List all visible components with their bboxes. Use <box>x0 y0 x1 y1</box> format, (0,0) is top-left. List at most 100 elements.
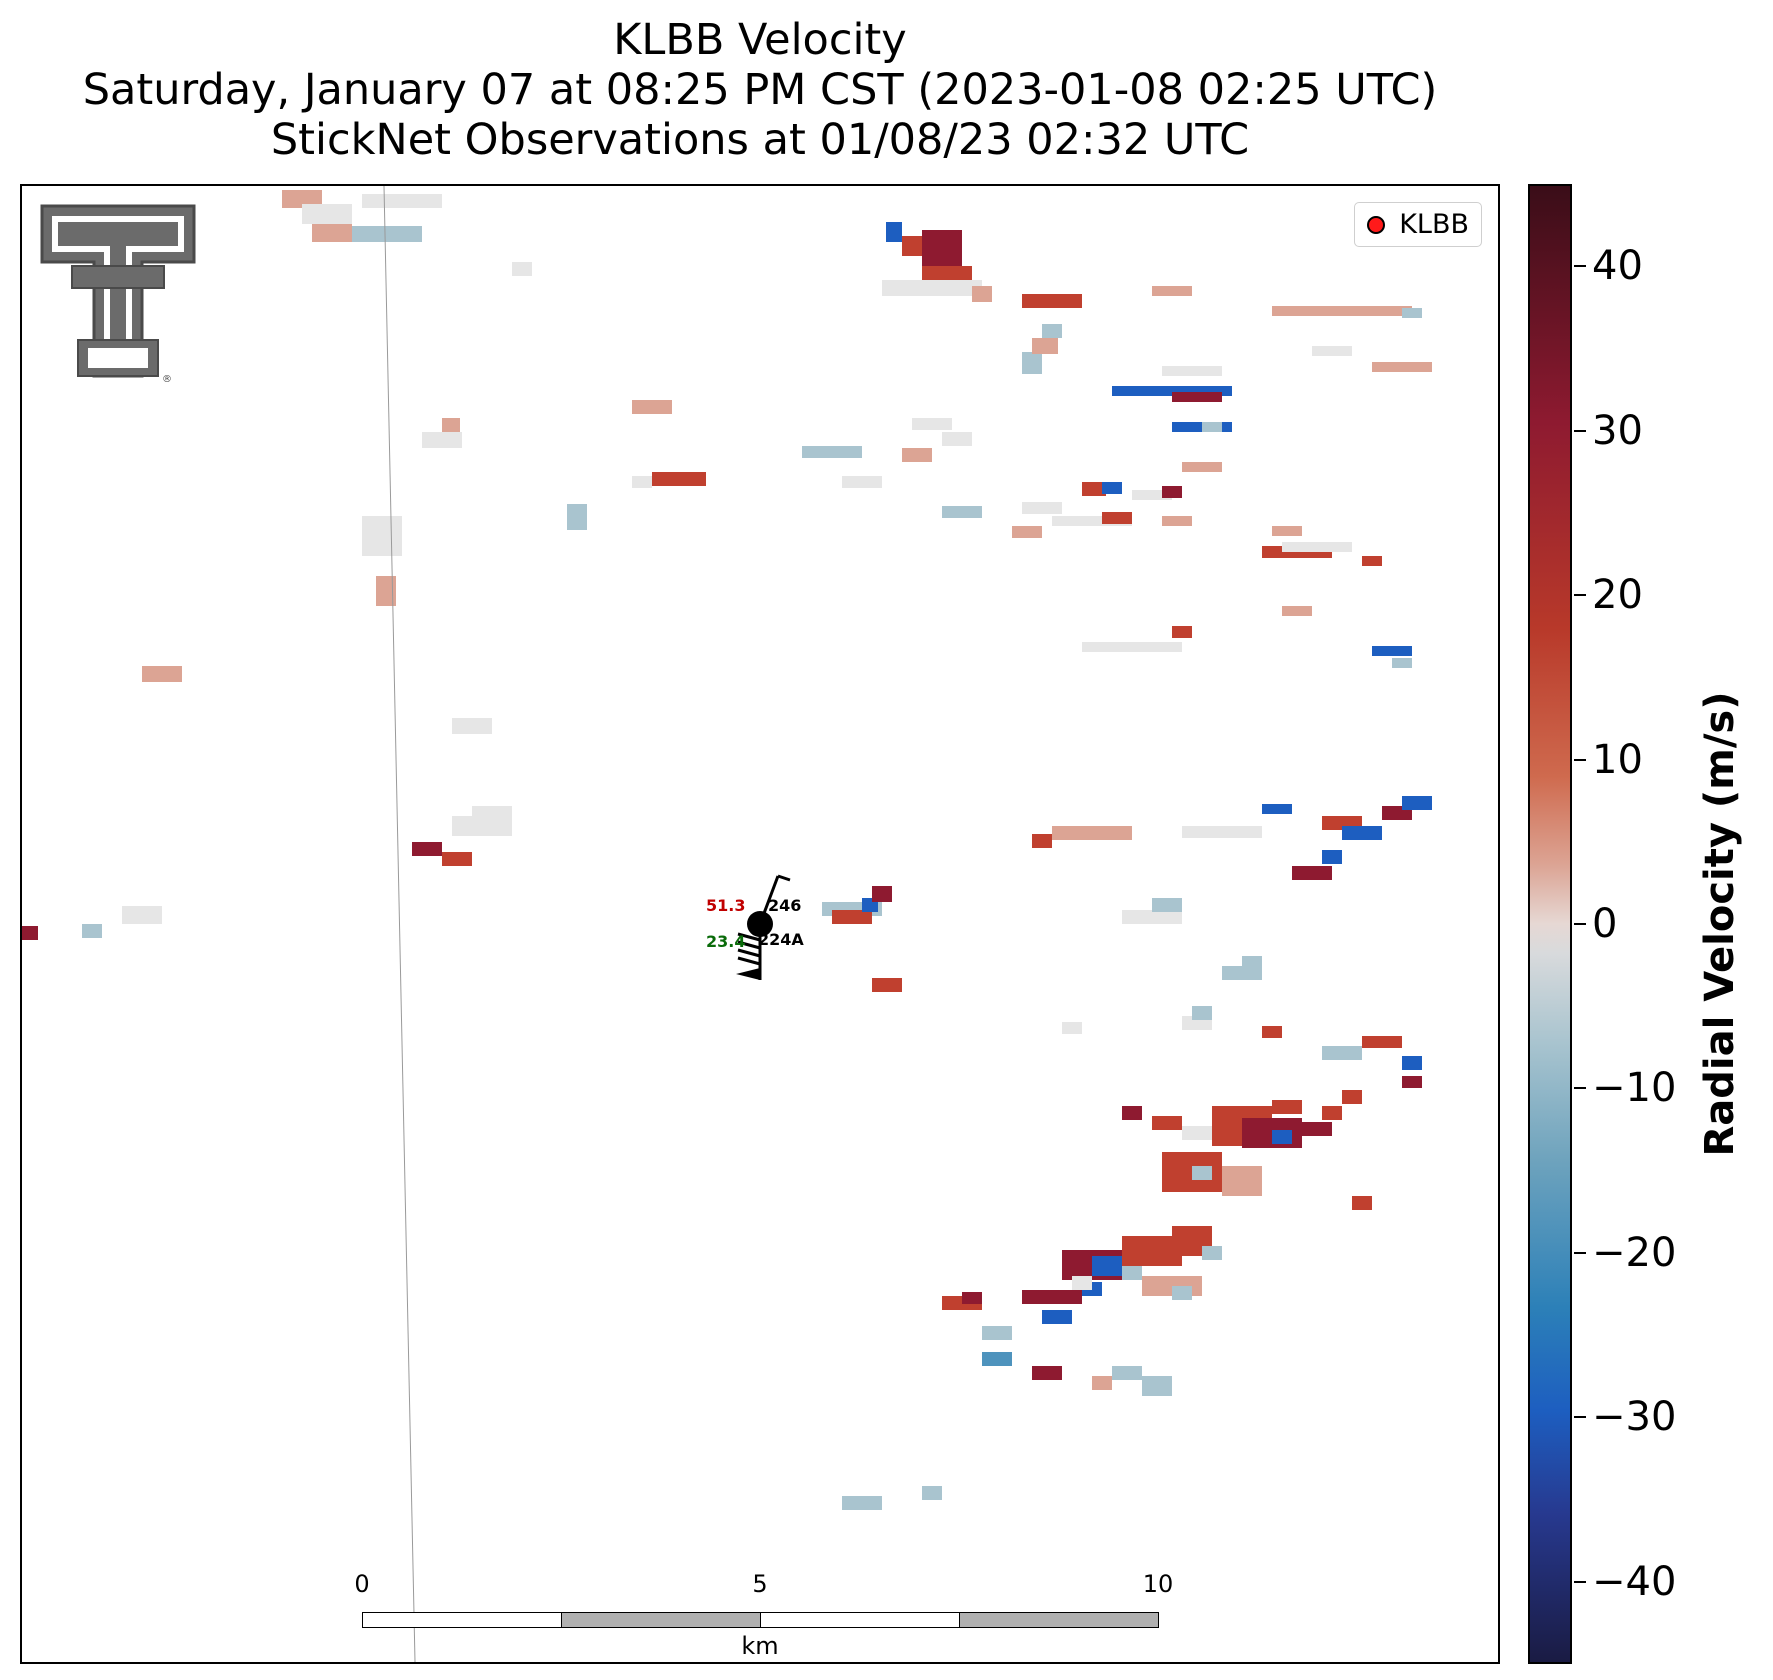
colorbar-tick-label: 0 <box>1592 901 1618 947</box>
radar-echo-cell <box>1402 1056 1422 1070</box>
radar-echo-cell <box>1102 482 1122 494</box>
station-id-2: 224A <box>758 930 804 949</box>
radar-echo-cell <box>1112 1366 1142 1380</box>
colorbar-tick-label: 30 <box>1592 407 1643 454</box>
radar-echo-cell <box>912 418 952 430</box>
radar-echo-cell <box>1322 850 1342 864</box>
radar-echo-cell <box>1142 1376 1172 1396</box>
radar-echo-cell <box>1092 1376 1112 1390</box>
colorbar-tick <box>1574 923 1586 925</box>
radar-echo-cell <box>1162 366 1222 376</box>
radar-echo-cell <box>1342 826 1382 840</box>
radar-echo-cell <box>1052 826 1132 840</box>
radar-echo-cell <box>942 432 972 446</box>
legend-label: KLBB <box>1399 209 1469 240</box>
radar-echo-cell <box>1342 1090 1362 1104</box>
scale-segment-3 <box>760 1612 960 1628</box>
svg-text:®: ® <box>162 374 172 385</box>
radar-echo-cell <box>1262 804 1292 814</box>
radar-echo-cell <box>567 504 587 530</box>
radar-echo-cell <box>882 280 982 296</box>
radar-echo-cell <box>1312 346 1352 356</box>
radar-echo-cell <box>1302 1122 1332 1136</box>
radar-echo-cell <box>1062 1022 1082 1034</box>
radar-echo-cell <box>842 1496 882 1510</box>
chart-title-line2: Saturday, January 07 at 08:25 PM CST (20… <box>82 65 1438 115</box>
sticknet-station-246 <box>736 874 791 980</box>
radar-echo-cell <box>972 286 992 302</box>
radar-echo-cell <box>1262 1026 1282 1038</box>
radar-echo-cell <box>1042 1310 1072 1324</box>
radar-map[interactable]: ® 51.3 246 23.4 224A KLBB 0 5 10 km <box>20 184 1500 1664</box>
radar-echo-cell <box>452 718 492 734</box>
radar-echo-cell <box>442 852 472 866</box>
radar-echo-cell <box>352 226 422 242</box>
colorbar-tick <box>1574 265 1586 268</box>
radar-echo-cell <box>1122 1266 1142 1280</box>
radar-echo-cell <box>142 666 182 682</box>
radar-echo-cell <box>1082 642 1182 652</box>
station-temperature: 51.3 <box>706 896 746 915</box>
radar-echo-cell <box>1292 866 1332 880</box>
radar-echo-cell <box>1372 362 1432 372</box>
radar-echo-cell <box>1082 482 1106 496</box>
radar-echo-cell <box>302 204 352 224</box>
colorbar-tick <box>1574 758 1586 761</box>
texas-tech-double-t-logo-icon: ® <box>40 204 196 385</box>
county-line <box>383 186 416 1662</box>
radar-echo-cell <box>1032 1366 1062 1380</box>
radar-echo-cell <box>942 506 982 518</box>
radar-echo-cell <box>282 190 322 208</box>
colorbar-tick <box>1574 1580 1586 1583</box>
radar-echo-cell <box>1022 1290 1082 1304</box>
radar-echo-cell <box>842 476 882 488</box>
radar-echo-cell <box>1362 1036 1402 1048</box>
colorbar-tick <box>1574 594 1586 597</box>
radar-site-marker-icon <box>1367 215 1386 234</box>
radar-echo-cell <box>1172 626 1192 638</box>
colorbar-tick-label: −40 <box>1592 1558 1677 1605</box>
radar-echo-cell <box>1272 1130 1292 1144</box>
radar-echo-cell <box>652 472 706 486</box>
radar-echo-cell <box>1152 898 1182 912</box>
colorbar-tick <box>1574 1087 1586 1090</box>
radar-echo-cell <box>312 224 352 242</box>
radar-echo-cell <box>1182 1126 1212 1140</box>
radar-echo-cell <box>1182 826 1262 838</box>
radar-echo-cell <box>872 886 892 902</box>
radar-echo-cell <box>1402 1076 1422 1088</box>
scale-segment-1 <box>362 1612 562 1628</box>
radar-echo-cell <box>1032 834 1052 848</box>
radar-echo-cell <box>1182 462 1222 472</box>
radar-echo-cell <box>122 906 162 924</box>
radar-echo-cell <box>1132 490 1172 500</box>
radar-echo-cell <box>922 1486 942 1500</box>
radar-echo-cell <box>1162 486 1182 498</box>
colorbar-tick-label: 40 <box>1592 243 1643 290</box>
radar-echo-cell <box>1282 606 1312 616</box>
radar-echo-cell <box>1152 1116 1182 1130</box>
radar-echo-cell <box>632 476 652 488</box>
radar-echo-cell <box>1322 1046 1362 1060</box>
radar-echo-cell <box>422 432 462 448</box>
radar-echo-cell <box>802 446 862 458</box>
colorbar-tick-label: 20 <box>1592 572 1643 619</box>
colorbar-tick <box>1574 1416 1586 1419</box>
radar-echo-cell <box>1022 294 1082 308</box>
radar-echo-cell <box>1172 1286 1192 1300</box>
radar-echo-cell <box>1052 516 1132 526</box>
colorbar-tick-label: 10 <box>1592 736 1643 783</box>
radar-echo-cell <box>82 924 102 938</box>
radar-echo-cell <box>1022 502 1062 514</box>
radar-echo-cell <box>1242 956 1262 970</box>
station-dewpoint: 23.4 <box>706 932 746 951</box>
radar-echo-cell <box>886 222 902 242</box>
radar-echo-cell <box>1032 338 1058 354</box>
velocity-colorbar <box>1528 184 1572 1664</box>
colorbar-title: Radial Velocity (m/s) <box>1697 691 1743 1157</box>
radar-velocity-field: ® <box>22 186 1432 1662</box>
radar-echo-cell <box>512 262 532 276</box>
radar-echo-cell <box>1202 422 1222 432</box>
radar-echo-cell <box>412 842 442 856</box>
radar-echo-cell <box>1272 1100 1302 1114</box>
